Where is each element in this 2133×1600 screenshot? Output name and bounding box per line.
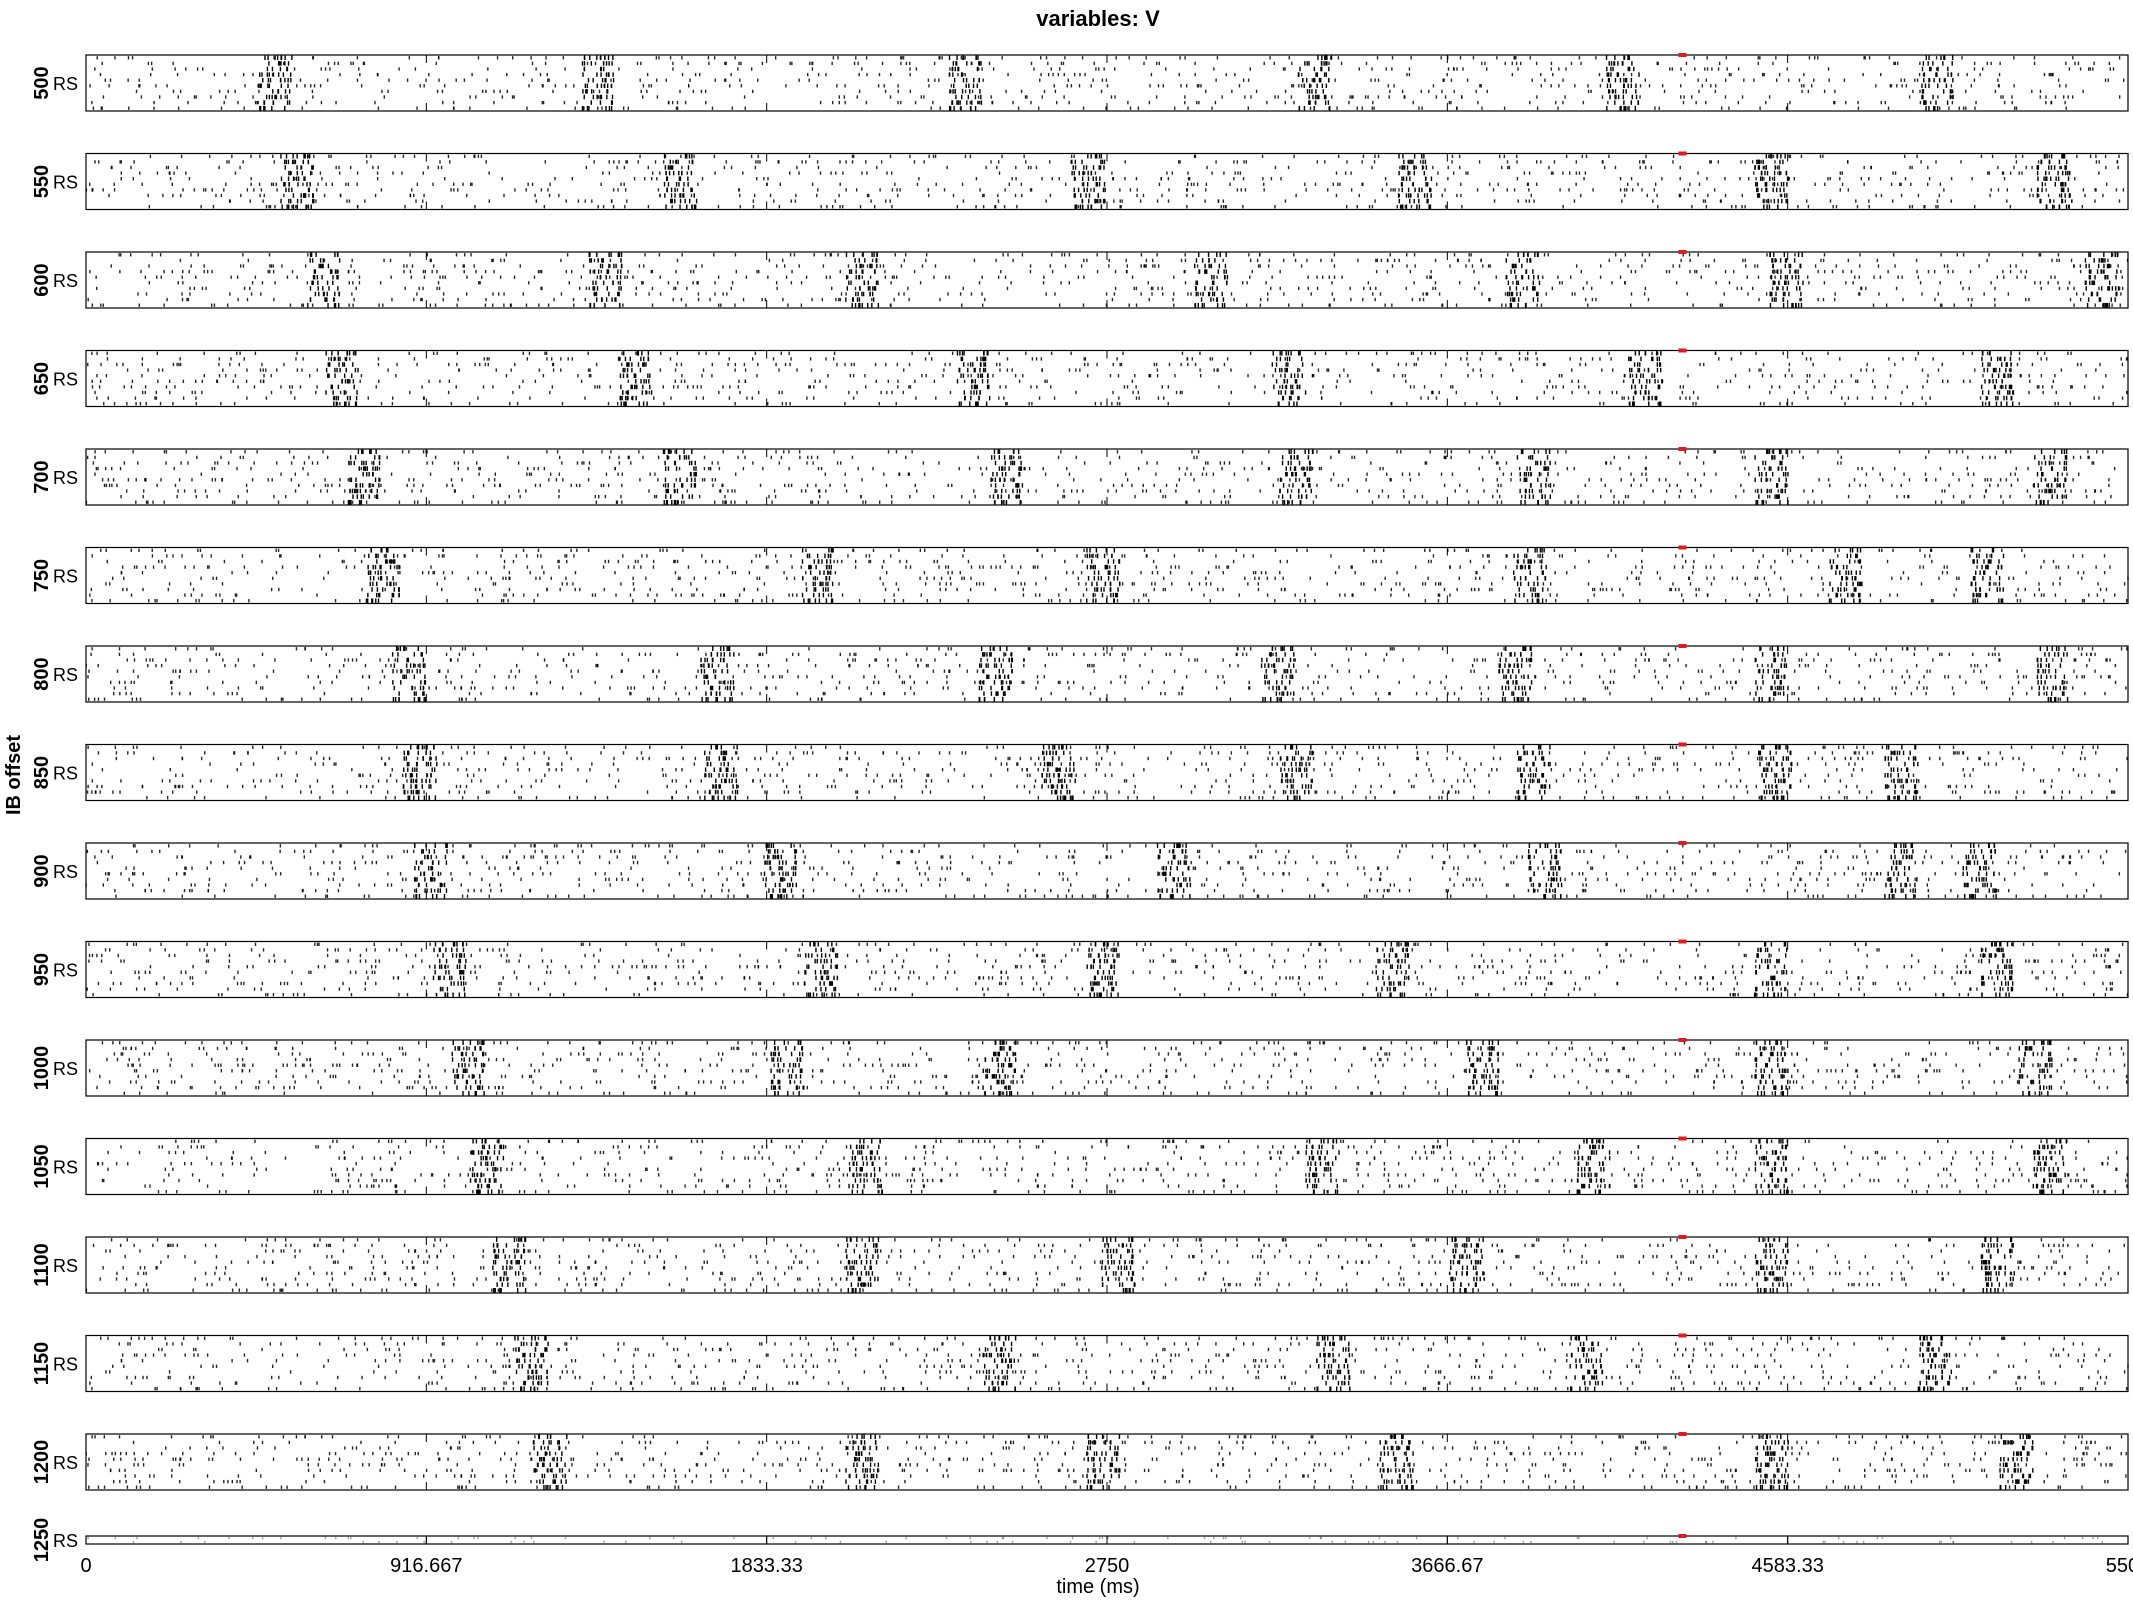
population-label: RS: [53, 271, 78, 291]
panel-frame: [85, 54, 2129, 112]
panel-frame: [85, 152, 2129, 211]
population-label: RS: [53, 173, 78, 193]
offset-label: 600: [31, 263, 53, 296]
chart-title: variables: V: [1036, 6, 1160, 31]
panel-frame: [85, 251, 2129, 309]
y-axis-label: IB offset: [3, 735, 25, 815]
spike-raster: [87, 351, 2128, 406]
panel-frame: [85, 349, 2129, 408]
offset-label: 550: [31, 165, 53, 198]
stimulus-marker: [1678, 53, 1687, 57]
population-label: RS: [53, 74, 78, 94]
spike-raster: [89, 55, 2125, 111]
x-axis-label: time (ms): [1056, 1576, 1139, 1598]
raster-panels: RS500RS550RS600RS650RS700RS750RS800RS850…: [31, 53, 2129, 1562]
stimulus-marker: [1678, 250, 1687, 254]
spike-raster: [85, 154, 2125, 209]
stimulus-marker: [1678, 151, 1687, 156]
spike-raster: [87, 252, 2129, 308]
offset-label: 500: [31, 66, 53, 99]
